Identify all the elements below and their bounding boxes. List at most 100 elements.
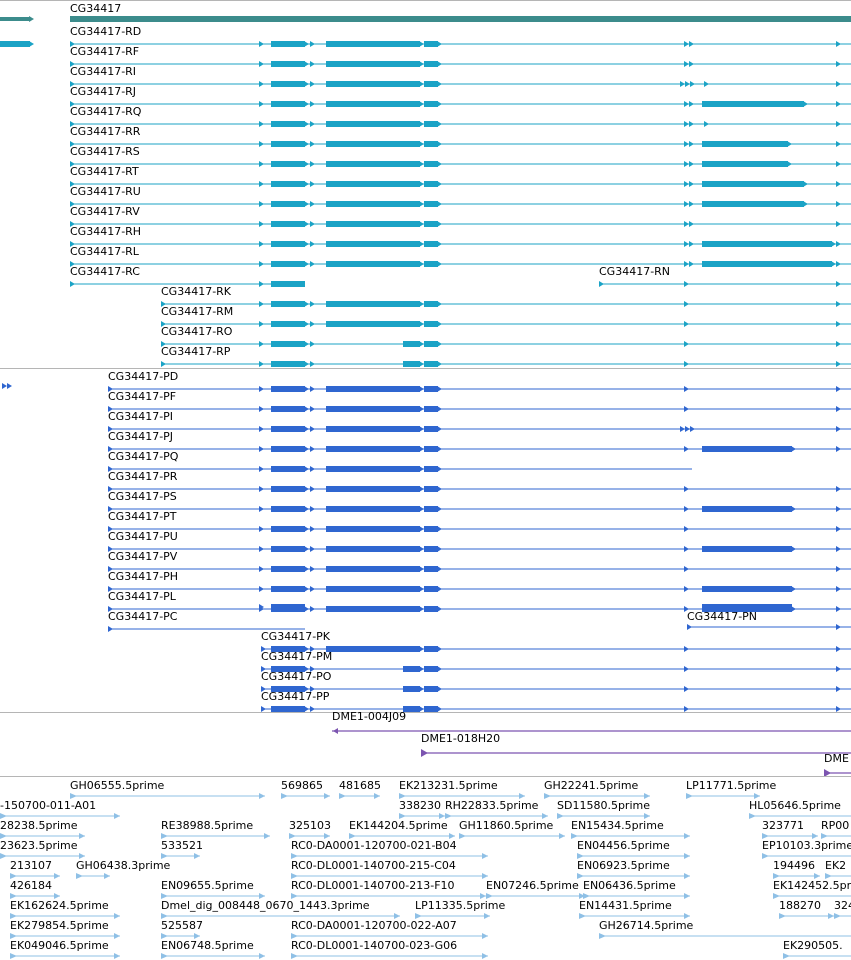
transcript-label[interactable]: CG34417-RI — [70, 65, 136, 78]
est-label[interactable]: EK279854.5prime — [10, 919, 109, 932]
transcript-label[interactable]: CG34417-RM — [161, 305, 233, 318]
est-feature[interactable] — [762, 833, 818, 839]
est-label[interactable]: GH11860.5prime — [459, 819, 554, 832]
est-label[interactable]: SD11580.5prime — [557, 799, 650, 812]
protein-label[interactable]: CG34417-PI — [108, 410, 173, 423]
est-label[interactable]: 188270 — [779, 899, 821, 912]
est-label[interactable]: 481685 — [339, 779, 381, 792]
transcript-row[interactable] — [70, 161, 851, 167]
protein-label[interactable]: CG34417-PP — [261, 690, 330, 703]
est-feature[interactable] — [0, 853, 85, 859]
transcript-row[interactable] — [70, 81, 851, 87]
protein-label[interactable]: CG34417-PQ — [108, 450, 179, 463]
est-label[interactable]: 533521 — [161, 839, 203, 852]
est-feature[interactable] — [0, 813, 120, 819]
est-feature[interactable] — [486, 893, 585, 899]
est-feature[interactable] — [415, 913, 490, 919]
est-label[interactable]: 324 — [834, 899, 851, 912]
est-label[interactable]: RH22833.5prime — [445, 799, 539, 812]
est-label[interactable]: EN09655.5prime — [161, 879, 254, 892]
est-label[interactable]: 569865 — [281, 779, 323, 792]
est-feature[interactable] — [825, 873, 851, 879]
est-label[interactable]: EK213231.5prime — [399, 779, 498, 792]
est-feature[interactable] — [445, 813, 548, 819]
est-label[interactable]: RC0-DL0001-140700-215-C04 — [291, 859, 456, 872]
transcript-row[interactable] — [161, 341, 851, 347]
est-label[interactable]: 325103 — [289, 819, 331, 832]
est-feature[interactable] — [291, 953, 488, 959]
est-feature[interactable] — [783, 953, 851, 959]
est-feature[interactable] — [10, 913, 120, 919]
transcript-label[interactable]: CG34417-RL — [70, 245, 140, 258]
est-feature[interactable] — [161, 953, 265, 959]
est-label[interactable]: EN14431.5prime — [579, 899, 672, 912]
protein-label[interactable]: CG34417-PU — [108, 530, 178, 543]
protein-label[interactable]: CG34417-PM — [261, 650, 332, 663]
est-feature[interactable] — [10, 873, 60, 879]
transcript-row[interactable] — [70, 181, 851, 187]
est-label[interactable]: EK2 — [825, 859, 846, 872]
est-label[interactable]: 338230 — [399, 799, 441, 812]
est-feature[interactable] — [291, 853, 488, 859]
est-feature[interactable] — [749, 813, 851, 819]
est-feature[interactable] — [686, 793, 760, 799]
est-feature[interactable] — [557, 813, 650, 819]
est-label[interactable]: EN06923.5prime — [577, 859, 670, 872]
transcript-label[interactable]: CG34417-RJ — [70, 85, 136, 98]
est-label[interactable]: GH22241.5prime — [544, 779, 639, 792]
est-label[interactable]: EN06748.5prime — [161, 939, 254, 952]
est-feature[interactable] — [291, 893, 486, 899]
transcript-row[interactable] — [70, 61, 851, 67]
protein-row[interactable] — [108, 426, 851, 432]
est-label[interactable]: RE38988.5prime — [161, 819, 253, 832]
transcript-label[interactable]: CG34417-RN — [599, 265, 670, 278]
protein-label[interactable]: CG34417-PK — [261, 630, 331, 643]
protein-label[interactable]: CG34417-PS — [108, 490, 177, 503]
est-feature[interactable] — [70, 793, 265, 799]
protein-label[interactable]: CG34417-PL — [108, 590, 177, 603]
protein-row[interactable] — [108, 566, 851, 572]
est-feature[interactable] — [281, 793, 330, 799]
protein-row[interactable] — [108, 386, 851, 392]
transcript-row[interactable] — [70, 201, 851, 207]
est-label[interactable]: EK290505. — [783, 939, 843, 952]
protein-label[interactable]: CG34417-PV — [108, 550, 178, 563]
est-label[interactable]: 323771 — [762, 819, 804, 832]
protein-label[interactable]: CG34417-PJ — [108, 430, 173, 443]
est-feature[interactable] — [291, 933, 488, 939]
transcript-row[interactable] — [70, 221, 851, 227]
transcript-row[interactable] — [70, 241, 851, 247]
est-feature[interactable] — [599, 933, 851, 939]
est-feature[interactable] — [571, 833, 690, 839]
est-feature[interactable] — [821, 833, 851, 839]
protein-label[interactable]: CG34417-PF — [108, 390, 176, 403]
est-feature[interactable] — [10, 953, 120, 959]
est-feature[interactable] — [773, 873, 820, 879]
transcript-row[interactable] — [70, 281, 851, 287]
est-label[interactable]: 426184 — [10, 879, 52, 892]
protein-row[interactable] — [261, 686, 851, 692]
est-feature[interactable] — [583, 893, 690, 899]
clone-row[interactable] — [421, 749, 851, 757]
est-label[interactable]: 194496 — [773, 859, 815, 872]
est-feature[interactable] — [544, 793, 650, 799]
est-feature[interactable] — [161, 833, 270, 839]
protein-row[interactable] — [108, 466, 692, 472]
est-feature[interactable] — [779, 913, 834, 919]
protein-label[interactable]: CG34417-PD — [108, 370, 178, 383]
est-label[interactable]: EN15434.5prime — [571, 819, 664, 832]
transcript-label[interactable]: CG34417-RQ — [70, 105, 142, 118]
est-label[interactable]: -150700-011-A01 — [0, 799, 96, 812]
est-feature[interactable] — [0, 833, 85, 839]
protein-row[interactable] — [108, 506, 851, 512]
est-label[interactable]: GH06555.5prime — [70, 779, 165, 792]
est-feature[interactable] — [10, 933, 120, 939]
est-feature[interactable] — [399, 793, 525, 799]
protein-label[interactable]: CG34417-PC — [108, 610, 178, 623]
est-label[interactable]: EK162624.5prime — [10, 899, 109, 912]
est-label[interactable]: Dmel_dig_008448_0670_1443.3prime — [161, 899, 370, 912]
est-feature[interactable] — [577, 853, 690, 859]
est-feature[interactable] — [339, 793, 380, 799]
transcript-row[interactable] — [0, 41, 851, 47]
protein-row[interactable] — [108, 586, 851, 592]
